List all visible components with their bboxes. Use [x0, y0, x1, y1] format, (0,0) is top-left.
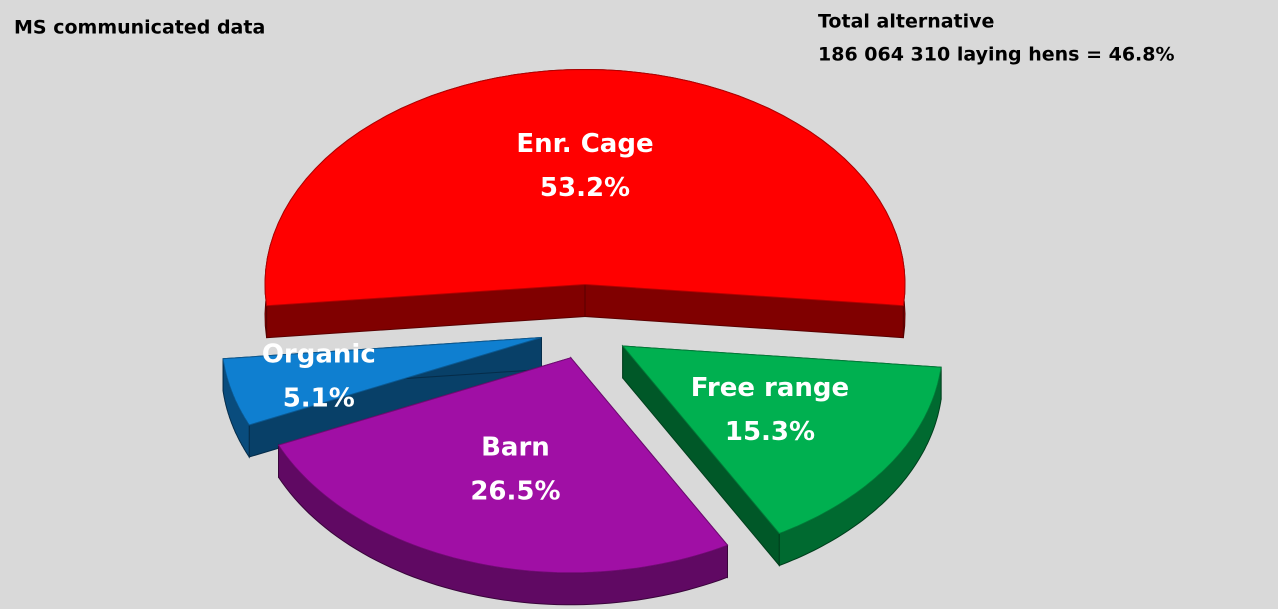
- value-label: 26.5%: [470, 477, 560, 507]
- slice-label: Free range: [691, 373, 849, 403]
- annotation: 186 064 310 laying hens = 46.8%: [818, 44, 1175, 66]
- annotation: Total alternative: [818, 11, 994, 33]
- value-label: 53.2%: [540, 173, 630, 203]
- pie-slice: [277, 357, 729, 574]
- slice-label: Organic: [262, 340, 376, 370]
- value-label: 15.3%: [725, 417, 815, 447]
- pie-slice: [222, 337, 542, 426]
- slice-label: Barn: [481, 433, 550, 463]
- value-label: 5.1%: [283, 384, 355, 414]
- slice-label: Enr. Cage: [516, 129, 653, 159]
- chart-title: MS communicated data: [14, 17, 265, 39]
- pie-slice: [621, 345, 942, 535]
- pie-slice: [264, 68, 906, 307]
